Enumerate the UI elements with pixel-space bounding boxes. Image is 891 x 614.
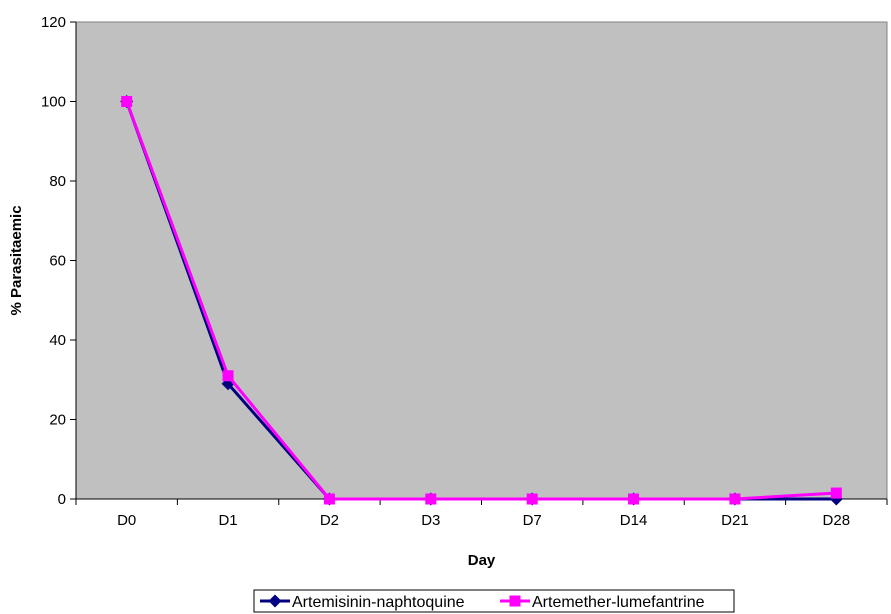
data-point-square [222,370,234,382]
x-tick-label: D7 [523,512,542,529]
y-tick-label: 120 [41,14,66,31]
y-axis: 0 20 40 60 80 100 120 [41,14,77,508]
legend-label: Artemisinin-naphtoquine [292,594,465,611]
legend-item-artemisinin-naphtoquine: Artemisinin-naphtoquine [260,594,465,611]
data-point-diamond [268,594,282,608]
x-axis: D0 D1 D2 D3 D7 D14 D21 D28 [75,498,888,529]
x-tick-label: D14 [620,512,648,529]
data-point-square [729,493,741,505]
y-tick-label: 0 [58,491,66,508]
x-tick-label: D2 [320,512,339,529]
series-artemether-lumefantrine [121,96,842,505]
data-point-square [509,595,521,607]
x-axis-title: Day [468,552,496,569]
x-tick-label: D0 [117,512,136,529]
legend: Artemisinin-naphtoquine Artemether-lumef… [253,589,735,613]
x-tick-label: D28 [823,512,851,529]
y-tick-label: 80 [49,173,66,190]
data-point-square [323,493,335,505]
series-line [125,100,837,501]
legend-box [253,589,735,613]
x-tick-label: D1 [218,512,237,529]
y-tick-label: 60 [49,253,66,270]
x-tick-label: D3 [421,512,440,529]
data-point-square [425,493,437,505]
legend-item-artemether-lumefantrine: Artemether-lumefantrine [500,594,705,611]
y-axis-title: % Parasitaemic [8,205,25,315]
y-tick-label: 100 [41,94,66,111]
x-tick-label: D21 [721,512,749,529]
y-tick-label: 20 [49,412,66,429]
series-layer [120,95,843,506]
y-tick-label: 40 [49,332,66,349]
data-point-square [830,487,842,499]
legend-label: Artemether-lumefantrine [532,594,705,611]
data-point-square [121,96,133,107]
data-point-square [526,493,538,505]
data-point-square [628,493,640,505]
plot-area [75,21,888,500]
